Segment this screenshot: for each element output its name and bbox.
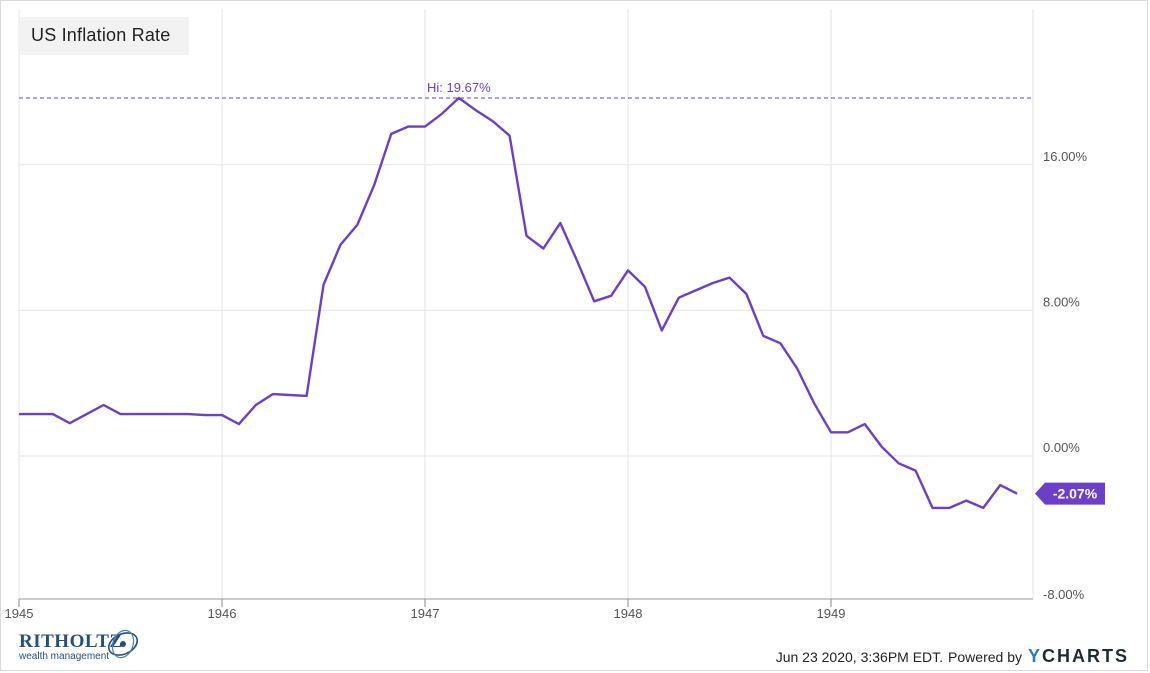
timestamp: Jun 23 2020, 3:36PM EDT. [775,648,944,665]
ycharts-logo-y: Y [1027,646,1042,666]
chart-title: US Inflation Rate [31,25,171,45]
x-tick-label: 1946 [208,606,237,621]
high-annotation: Hi: 19.67% [19,80,1033,99]
x-tick-label: 1949 [817,606,846,621]
logo-wordmark: RITHOLTZ [19,631,123,652]
ritholtz-logo: RITHOLTZ wealth management [19,629,179,663]
badge-shape [1035,482,1105,505]
axis-layer: 1945 1946 1947 1948 1949 16.00% 8.00% 0.00% -8.0… [5,149,1088,621]
powered-by-label: Powered by [948,648,1022,665]
grid-layer [18,9,1034,599]
chart-title-box: US Inflation Rate [19,17,189,55]
x-tick-label: 1947 [411,606,440,621]
y-tick-label: -8.00% [1043,587,1085,602]
logo-subtitle: wealth management [19,651,110,662]
ritholtz-emblem-icon [107,629,139,659]
series-line [19,96,1018,510]
footer-attribution: Jun 23 2020, 3:36PM EDT. Powered by YCHA… [776,646,1129,667]
y-tick-label: 8.00% [1043,294,1080,309]
ycharts-logo-text: CHARTS [1042,646,1129,666]
x-tick-label: 1948 [614,606,643,621]
last-value-badge: -2.07% [1035,482,1105,505]
y-tick-label: 0.00% [1043,440,1080,455]
x-tick-label: 1945 [5,606,34,621]
series-layer [18,96,1018,510]
badge-label: -2.07% [1053,486,1098,502]
high-label: Hi: 19.67% [427,80,491,95]
ycharts-logo[interactable]: YCHARTS [1028,646,1129,667]
y-tick-label: 16.00% [1043,149,1088,164]
